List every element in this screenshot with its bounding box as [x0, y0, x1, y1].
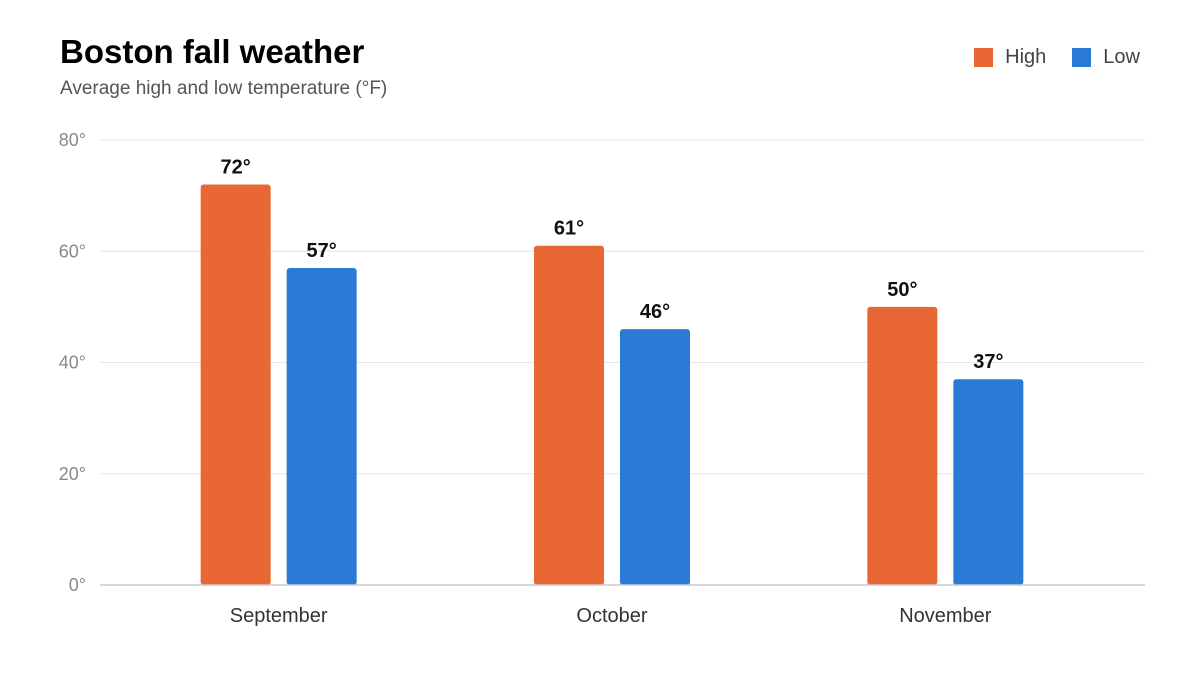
- x-category-label: October: [576, 605, 647, 627]
- chart-title: Boston fall weather: [60, 33, 365, 70]
- bar-high-september: [200, 184, 271, 585]
- bar-high-october: [534, 245, 604, 585]
- y-tick-label: 40°: [59, 353, 86, 373]
- legend-swatch-low: [1072, 48, 1092, 67]
- x-axis-categories: September October November: [230, 605, 992, 627]
- value-label-high-november: 50°: [887, 279, 917, 301]
- y-tick-label: 0°: [69, 575, 86, 595]
- x-category-label: September: [230, 605, 328, 627]
- y-tick-label: 20°: [59, 464, 86, 484]
- y-axis-ticks: 0° 20° 40° 60° 80°: [59, 130, 86, 595]
- legend-item-low: Low: [1072, 46, 1140, 69]
- value-labels: 72° 57° 61° 46° 50° 37°: [221, 157, 1004, 374]
- legend-item-high: High: [974, 46, 1046, 69]
- y-tick-label: 60°: [59, 241, 86, 261]
- y-tick-label: 80°: [59, 130, 86, 150]
- value-label-high-october: 61°: [554, 218, 584, 240]
- legend-label-high: High: [1005, 46, 1047, 68]
- legend-swatch-high: [974, 48, 994, 67]
- bar-low-november: [953, 379, 1024, 585]
- value-label-low-november: 37°: [973, 351, 1003, 373]
- legend-label-low: Low: [1103, 46, 1140, 68]
- x-category-label: November: [899, 605, 992, 627]
- bars: [200, 184, 1024, 585]
- value-label-low-september: 57°: [307, 240, 337, 262]
- bar-low-september: [286, 267, 357, 585]
- bar-high-november: [867, 306, 938, 585]
- legend: High Low: [974, 46, 1140, 69]
- chart-subtitle: Average high and low temperature (°F): [60, 78, 388, 99]
- bar-low-october: [620, 329, 690, 585]
- value-label-low-october: 46°: [640, 301, 670, 323]
- value-label-high-september: 72°: [221, 157, 251, 179]
